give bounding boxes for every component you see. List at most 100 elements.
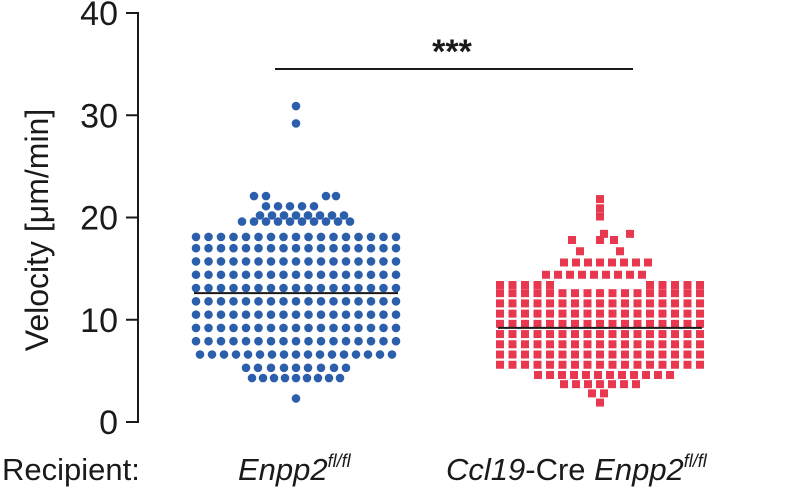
data-point-group-2 (583, 309, 592, 318)
data-point-group-1 (321, 191, 331, 201)
data-point-group-1 (266, 232, 276, 242)
data-point-group-1 (229, 232, 238, 242)
data-point-group-2 (621, 289, 629, 298)
data-point-group-1 (341, 323, 351, 333)
group-1-allele: fl/fl (327, 451, 351, 471)
data-point-group-1 (216, 336, 226, 346)
data-point-group-1 (329, 310, 338, 319)
data-point-group-2 (571, 340, 579, 349)
data-point-group-1 (279, 350, 289, 359)
data-point-group-1 (379, 310, 388, 319)
data-point-group-1 (366, 257, 376, 266)
data-point-group-1 (329, 283, 338, 293)
data-point-group-2 (496, 330, 504, 339)
data-point-group-1 (291, 336, 301, 346)
data-point-group-2 (533, 340, 542, 349)
data-point-group-2 (558, 330, 567, 339)
data-point-group-2 (588, 389, 596, 398)
data-point-group-1 (216, 232, 226, 242)
data-point-group-2 (671, 350, 679, 359)
data-point-group-2 (646, 280, 654, 289)
data-point-group-2 (542, 270, 550, 279)
data-point-group-1 (354, 232, 363, 242)
data-point-group-2 (696, 319, 704, 328)
data-point-group-2 (558, 289, 567, 298)
data-point-group-2 (654, 370, 662, 379)
data-point-group-1 (329, 323, 338, 333)
data-point-group-1 (191, 257, 201, 266)
data-point-group-1 (291, 323, 301, 333)
data-point-group-1 (249, 191, 259, 201)
data-point-group-1 (191, 270, 201, 280)
data-point-group-1 (279, 211, 289, 220)
data-point-group-2 (576, 247, 584, 256)
data-point-group-1 (354, 257, 363, 266)
data-point-group-1 (304, 243, 313, 253)
data-point-group-1 (391, 310, 401, 319)
data-point-group-2 (584, 258, 592, 267)
data-point-group-2 (496, 299, 504, 308)
data-point-group-1 (316, 323, 326, 333)
data-point-group-2 (546, 299, 554, 308)
data-point-group-2 (496, 309, 504, 318)
y-tick-label: 40 (80, 0, 118, 33)
data-point-group-1 (291, 297, 301, 306)
data-point-group-2 (583, 289, 592, 298)
data-point-group-2 (572, 380, 580, 389)
data-point-group-1 (366, 310, 376, 319)
data-point-group-1 (329, 270, 338, 280)
data-point-group-1 (237, 217, 247, 226)
data-point-group-2 (558, 360, 567, 369)
data-point-group-2 (646, 330, 654, 339)
data-point-group-1 (266, 323, 276, 333)
data-point-group-1 (191, 232, 201, 242)
data-point-group-2 (558, 299, 567, 308)
data-point-group-2 (521, 309, 529, 318)
data-point-group-1 (316, 243, 326, 253)
data-point-group-1 (285, 201, 295, 211)
data-point-group-2 (596, 350, 604, 359)
data-point-group-2 (596, 319, 604, 328)
data-point-group-2 (571, 319, 579, 328)
data-point-group-2 (658, 350, 667, 359)
data-point-group-2 (496, 289, 504, 298)
data-point-group-1 (379, 243, 388, 253)
data-point-group-1 (216, 323, 226, 333)
data-point-group-2 (546, 280, 554, 289)
data-point-group-1 (351, 350, 361, 359)
data-point-group-2 (608, 258, 616, 267)
data-point-group-1 (191, 243, 201, 253)
data-point-group-1 (313, 373, 323, 383)
data-point-group-2 (633, 289, 642, 298)
data-point-group-1 (267, 350, 277, 359)
data-point-group-2 (608, 360, 617, 369)
data-point-group-1 (229, 243, 238, 253)
data-point-group-1 (253, 363, 263, 373)
data-point-group-1 (229, 257, 238, 266)
data-point-group-1 (339, 350, 349, 359)
data-point-group-1 (254, 323, 263, 333)
y-tick-label: 20 (80, 200, 118, 238)
data-point-group-1 (303, 363, 313, 373)
recipient-row-label: Recipient: (2, 452, 140, 487)
data-point-group-2 (683, 289, 692, 298)
data-point-group-1 (341, 336, 351, 346)
data-point-group-1 (291, 283, 301, 293)
data-point-group-2 (646, 289, 654, 298)
data-point-group-1 (354, 283, 363, 293)
data-point-group-1 (329, 363, 339, 373)
data-point-group-1 (191, 283, 201, 293)
data-point-group-2 (632, 258, 640, 267)
data-point-group-1 (291, 243, 301, 253)
data-point-group-1 (302, 373, 312, 383)
data-point-group-2 (596, 360, 604, 369)
data-point-group-2 (658, 340, 667, 349)
data-point-group-1 (191, 310, 201, 319)
data-point-group-1 (279, 243, 288, 253)
data-point-group-1 (261, 201, 271, 211)
data-point-group-1 (195, 350, 205, 359)
data-point-group-1 (241, 363, 251, 373)
data-point-group-2 (616, 247, 624, 256)
data-point-group-2 (696, 340, 704, 349)
data-point-group-1 (335, 373, 345, 383)
